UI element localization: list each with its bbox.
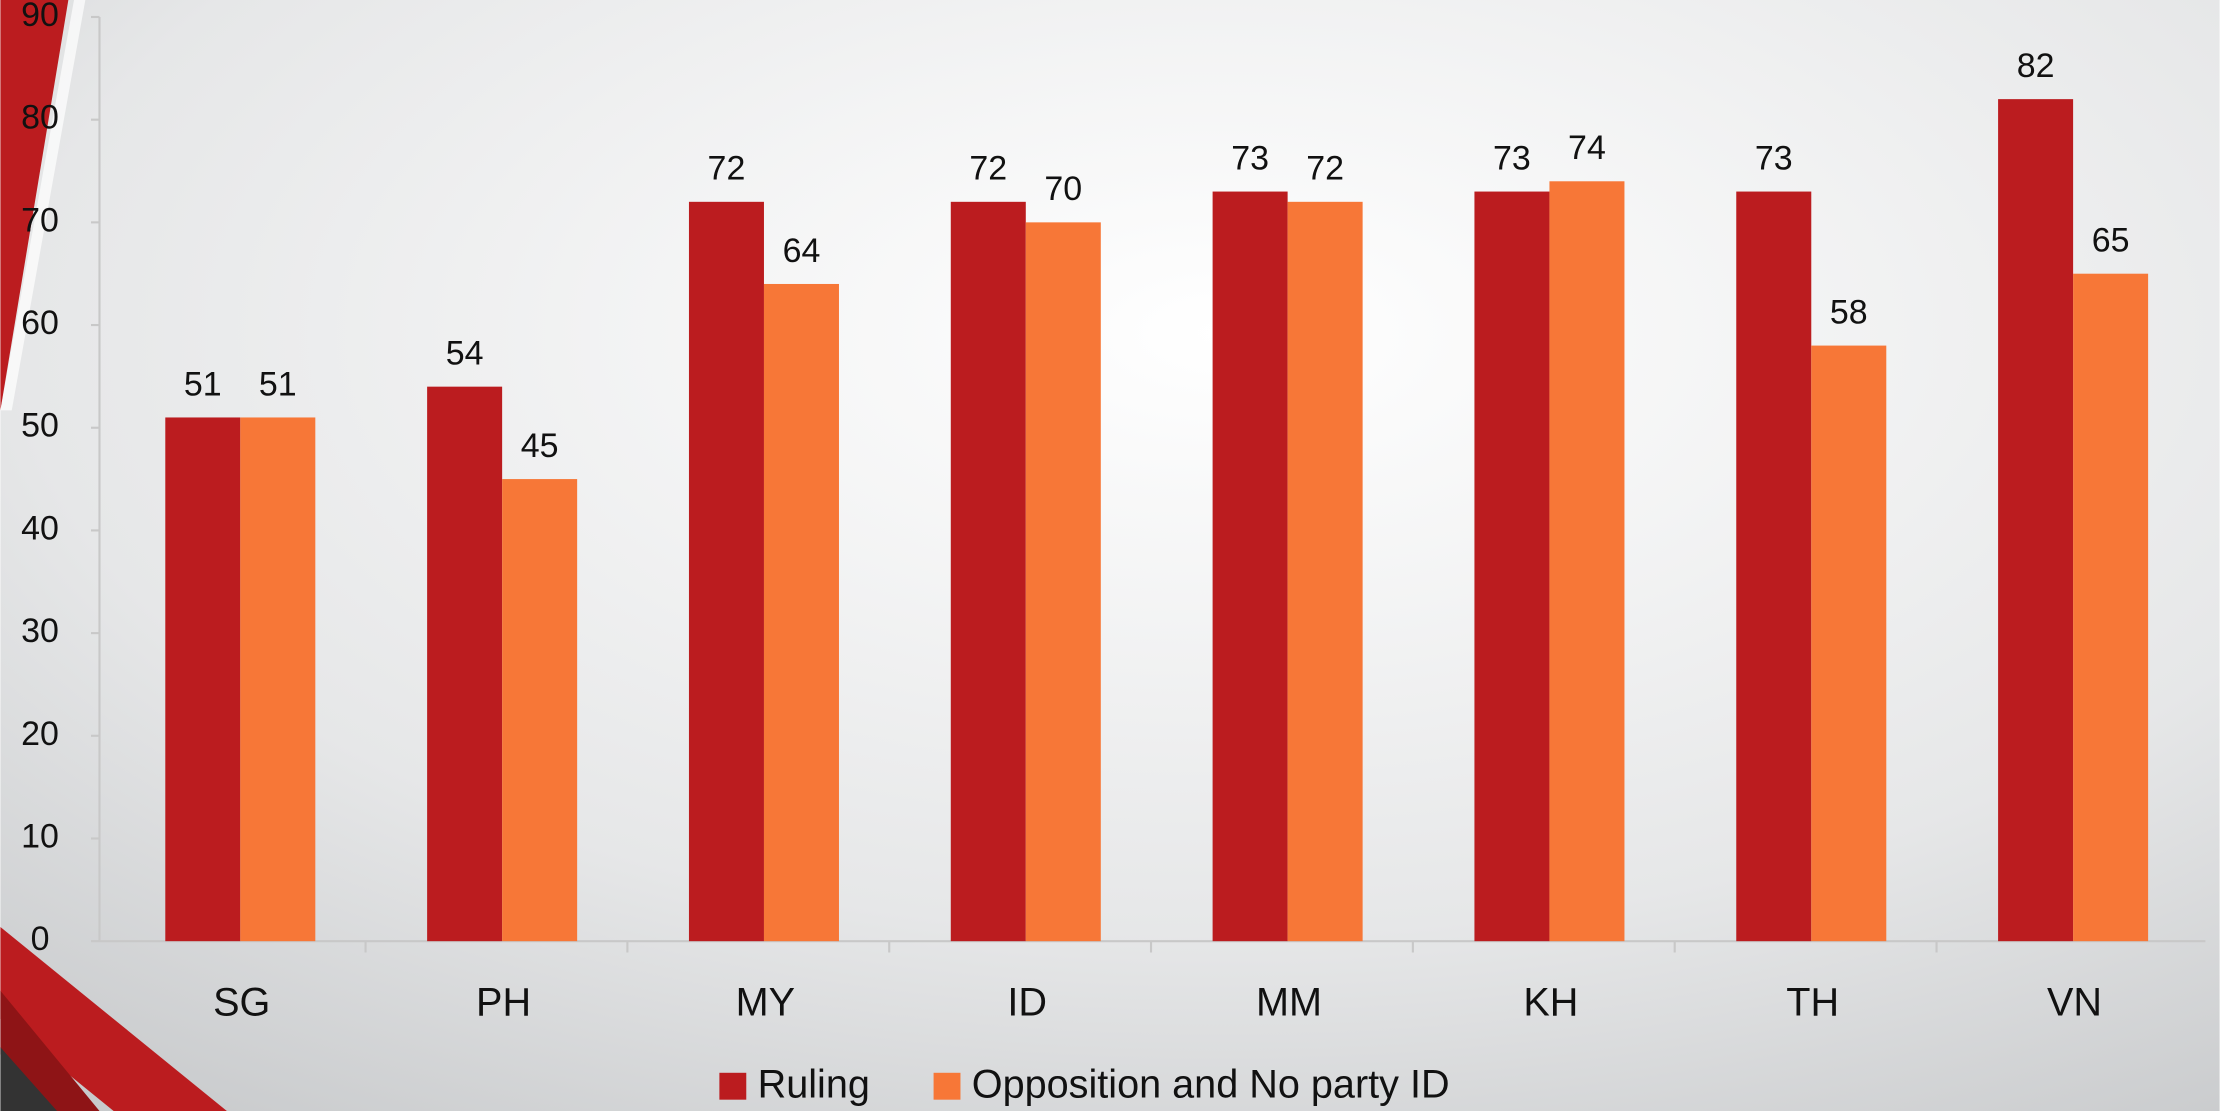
y-tick-label: 10 — [21, 817, 59, 855]
y-tick-label: 80 — [21, 99, 59, 137]
legend-label: Opposition and No party ID — [972, 1062, 1450, 1106]
value-label: 73 — [1755, 139, 1793, 177]
y-tick-label: 20 — [21, 715, 59, 753]
y-tick-label: 0 — [31, 920, 50, 958]
legend-swatch — [933, 1072, 961, 1100]
value-label: 65 — [2092, 222, 2130, 260]
x-tick-label: KH — [1523, 980, 1578, 1024]
x-tick-label: VN — [2047, 980, 2102, 1024]
bar — [1811, 345, 1887, 942]
y-tick-label: 90 — [21, 0, 59, 34]
value-label: 72 — [708, 150, 746, 188]
value-label: 72 — [1306, 150, 1344, 188]
bar — [165, 417, 241, 942]
bar — [1474, 191, 1550, 942]
bar — [1998, 99, 2074, 942]
value-label: 64 — [783, 232, 821, 270]
bar — [1025, 222, 1101, 942]
x-tick-label: PH — [476, 980, 531, 1024]
bar — [1212, 191, 1288, 942]
value-label: 70 — [1044, 170, 1082, 208]
value-label: 54 — [446, 334, 484, 372]
value-label: 45 — [521, 427, 559, 465]
bar — [502, 479, 578, 942]
value-label: 72 — [969, 150, 1007, 188]
value-label: 51 — [259, 365, 297, 403]
value-label: 73 — [1493, 139, 1531, 177]
x-tick-label: MM — [1256, 980, 1322, 1024]
value-label: 74 — [1568, 129, 1606, 167]
value-label: 82 — [2017, 47, 2055, 85]
value-label: 51 — [184, 365, 222, 403]
y-tick-label: 50 — [21, 407, 59, 445]
x-tick-label: TH — [1786, 980, 1839, 1024]
decor-stripe — [0, 0, 69, 411]
y-tick-label: 70 — [21, 201, 59, 239]
value-label: 58 — [1830, 293, 1868, 331]
y-tick-label: 60 — [21, 304, 59, 342]
bar — [950, 201, 1026, 942]
bar — [240, 417, 316, 942]
y-tick-label: 40 — [21, 509, 59, 547]
bar — [763, 283, 839, 942]
legend-swatch — [719, 1072, 747, 1100]
x-tick-label: SG — [213, 980, 270, 1024]
x-tick-label: MY — [736, 980, 795, 1024]
plot-area: 0 10 20 30 40 50 60 70 80 90 SG 51 51 PH 54 45 MY 72 64 ID 7… — [21, 0, 2206, 1106]
x-tick-label: ID — [1007, 980, 1047, 1024]
decor-stripe — [0, 0, 86, 411]
bar — [1736, 191, 1812, 942]
bar — [1549, 181, 1625, 942]
legend-label: Ruling — [758, 1062, 870, 1106]
bar — [2073, 273, 2149, 942]
bar — [688, 201, 764, 942]
value-label: 73 — [1231, 139, 1269, 177]
bar — [1287, 201, 1363, 942]
bar — [427, 386, 503, 942]
y-tick-label: 30 — [21, 612, 59, 650]
